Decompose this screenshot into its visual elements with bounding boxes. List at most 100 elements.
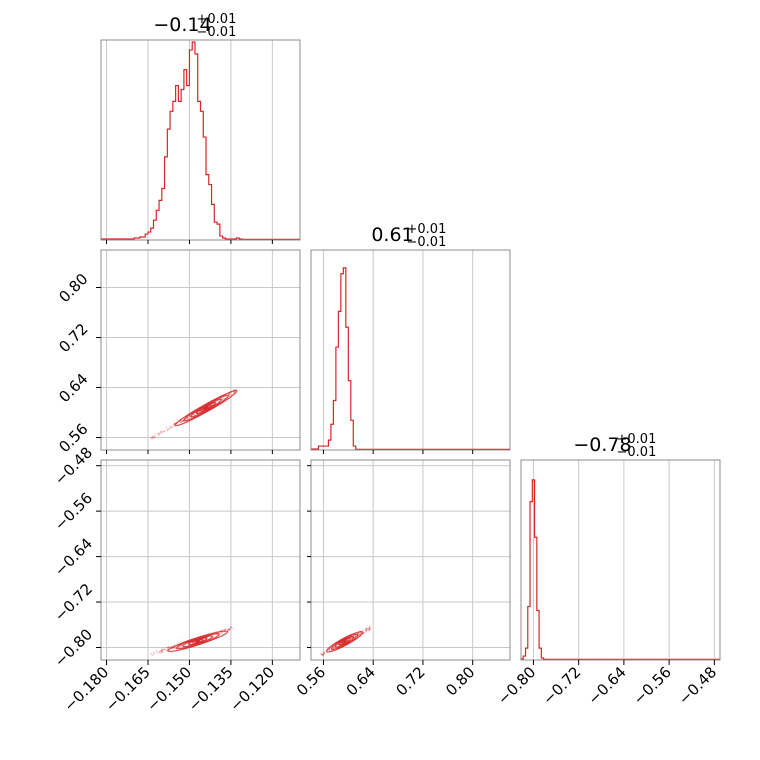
sample-point bbox=[150, 436, 153, 439]
x-tick-label-0-1: −0.165 bbox=[102, 663, 154, 715]
sample-point bbox=[228, 628, 231, 631]
title-minus-2: −0.01 bbox=[617, 445, 657, 460]
sample-point bbox=[228, 628, 231, 631]
sample-point bbox=[158, 432, 161, 435]
sample-point bbox=[155, 650, 158, 652]
sample-point bbox=[320, 652, 323, 655]
sample-point bbox=[157, 432, 160, 435]
histogram-panel-1 bbox=[310, 249, 511, 451]
title-minus-1: −0.01 bbox=[407, 235, 447, 250]
sample-point bbox=[160, 430, 163, 433]
sample-point bbox=[159, 651, 162, 654]
sample-point bbox=[368, 627, 371, 629]
sample-point bbox=[228, 628, 231, 631]
sample-point bbox=[227, 628, 230, 631]
sample-point bbox=[160, 649, 163, 652]
panel-frame-0-0 bbox=[100, 39, 301, 241]
sample-point bbox=[153, 435, 156, 438]
title-minus-0: −0.01 bbox=[197, 25, 237, 40]
sample-point bbox=[161, 431, 164, 434]
sample-point bbox=[366, 628, 369, 631]
histogram-step-0 bbox=[100, 41, 301, 241]
sample-point bbox=[162, 649, 164, 652]
sample-point bbox=[221, 398, 224, 400]
sample-point bbox=[224, 628, 227, 631]
y-tick-label-2-0: −0.80 bbox=[51, 625, 96, 670]
x-tick-label-0-0: −0.180 bbox=[60, 663, 112, 715]
sample-point bbox=[220, 631, 223, 634]
sample-point bbox=[163, 648, 166, 651]
sample-point bbox=[354, 635, 357, 638]
y-tick-label-2-2: −0.64 bbox=[51, 534, 96, 579]
contour-level-2 bbox=[182, 635, 214, 648]
sample-point bbox=[230, 393, 233, 396]
sample-point bbox=[362, 629, 365, 631]
title-plus-2: +0.01 bbox=[617, 432, 657, 447]
sample-point bbox=[167, 646, 170, 649]
x-tick-label-0-3: −0.135 bbox=[185, 663, 237, 715]
x-tick-label-0-4: −0.120 bbox=[226, 663, 278, 715]
sample-point bbox=[180, 420, 183, 423]
sample-point bbox=[228, 628, 231, 631]
scatter-panel-2-1 bbox=[310, 459, 511, 661]
sample-point bbox=[163, 430, 166, 433]
title-median-0: −0.14 bbox=[153, 14, 211, 36]
sample-point bbox=[227, 628, 229, 630]
sample-point bbox=[365, 628, 368, 630]
sample-point bbox=[232, 391, 235, 394]
sample-point bbox=[323, 651, 325, 654]
contour-level-2 bbox=[334, 636, 355, 648]
sample-point bbox=[167, 646, 170, 649]
contour-level-4 bbox=[200, 404, 212, 412]
sample-point bbox=[220, 632, 223, 634]
contour-core bbox=[343, 640, 347, 643]
sample-point bbox=[179, 421, 181, 424]
sample-point bbox=[369, 627, 371, 630]
panel-frame-2-0 bbox=[100, 459, 301, 661]
sample-point bbox=[172, 423, 175, 426]
sample-point bbox=[365, 629, 367, 632]
x-tick-label-2-0: −0.80 bbox=[494, 663, 539, 708]
y-tick-label-2-3: −0.56 bbox=[51, 489, 96, 534]
sample-point bbox=[217, 400, 220, 403]
sample-point bbox=[180, 420, 183, 422]
sample-point bbox=[368, 628, 371, 630]
sample-point bbox=[158, 433, 161, 436]
sample-point bbox=[156, 652, 159, 654]
sample-point bbox=[152, 435, 154, 438]
sample-point bbox=[319, 652, 322, 655]
sample-point bbox=[169, 425, 172, 428]
sample-point bbox=[323, 651, 326, 653]
contour-level-4 bbox=[192, 638, 204, 644]
sample-point bbox=[186, 416, 189, 419]
sample-point bbox=[186, 417, 189, 420]
sample-point bbox=[150, 652, 152, 655]
sample-point bbox=[320, 654, 323, 657]
sample-point bbox=[368, 626, 371, 629]
sample-point bbox=[151, 437, 154, 440]
sample-point bbox=[166, 428, 169, 431]
sample-point bbox=[362, 632, 365, 634]
y-tick-label-1-3: 0.80 bbox=[55, 270, 91, 306]
sample-point bbox=[165, 426, 168, 429]
contour-level-4 bbox=[340, 639, 349, 645]
sample-point bbox=[153, 652, 156, 655]
sample-point bbox=[368, 625, 371, 628]
sample-point bbox=[163, 430, 166, 433]
sample-point bbox=[332, 646, 335, 649]
x-tick-label-2-2: −0.64 bbox=[584, 663, 629, 708]
sample-point bbox=[173, 425, 176, 428]
sample-point bbox=[323, 651, 326, 654]
sample-point bbox=[165, 649, 168, 652]
sample-point bbox=[167, 428, 170, 431]
x-tick-label-2-1: −0.72 bbox=[539, 663, 584, 708]
contour-level-2 bbox=[189, 398, 223, 418]
panel-title-0: −0.14+0.01−0.01 bbox=[153, 12, 236, 40]
contour-level-1 bbox=[175, 633, 220, 650]
sample-point bbox=[365, 627, 368, 630]
sample-point bbox=[166, 646, 169, 649]
sample-point bbox=[161, 648, 164, 651]
sample-point bbox=[224, 628, 227, 631]
sample-point bbox=[171, 426, 174, 428]
